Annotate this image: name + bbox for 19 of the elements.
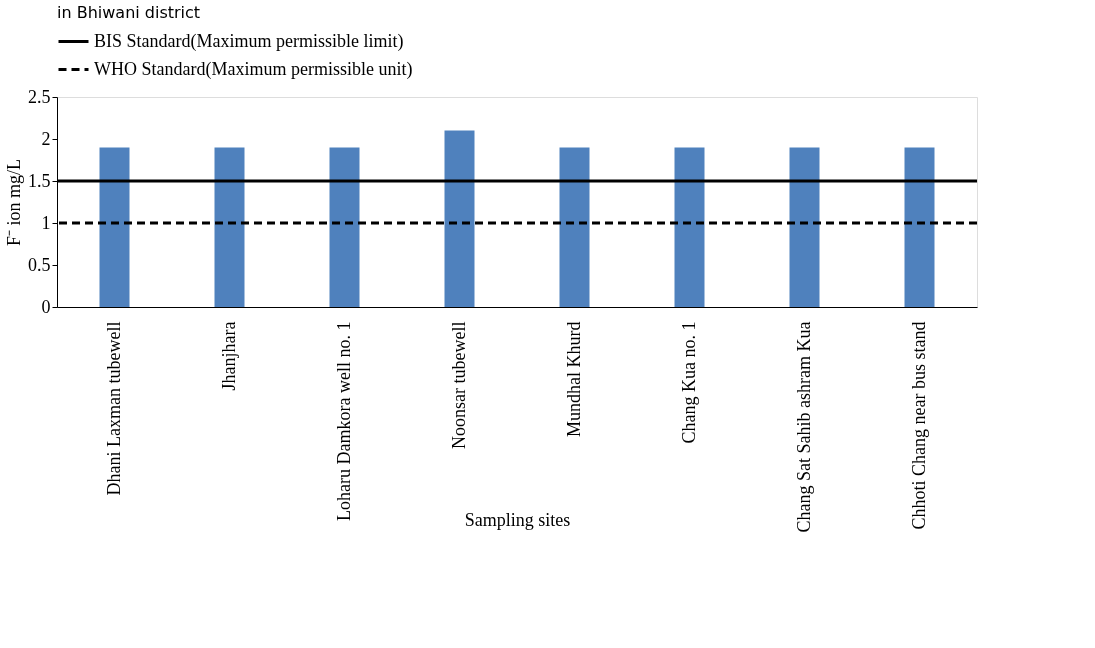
chart-title: in Bhiwani district — [57, 3, 201, 22]
y-tick-label: 1 — [41, 212, 51, 233]
x-tick-label: Jhanjhara — [218, 321, 239, 391]
legend-label: BIS Standard(Maximum permissible limit) — [94, 30, 404, 52]
y-tick-label: 1.5 — [28, 170, 51, 191]
y-axis-title: F⁻ ion mg/L — [4, 158, 24, 247]
x-tick-label: Chhoti Chang near bus stand — [908, 321, 929, 530]
y-tick-label: 2.5 — [28, 86, 51, 107]
y-tick-label: 0.5 — [28, 254, 51, 275]
x-tick-label: Loharu Damkora well no. 1 — [333, 321, 354, 521]
x-tick-label: Chang Kua no. 1 — [678, 321, 699, 444]
x-tick-label: Noonsar tubewell — [448, 321, 469, 449]
x-axis-title: Sampling sites — [464, 509, 571, 530]
x-tick-label: Dhani Laxman tubewell — [103, 321, 124, 496]
x-tick-label: Chang Sat Sahib ashram Kua — [793, 321, 814, 533]
x-tick-label: Mundhal Khurd — [563, 321, 584, 437]
y-tick-label: 0 — [41, 296, 51, 317]
legend-label: WHO Standard(Maximum permissible unit) — [94, 58, 413, 80]
y-tick-label: 2 — [41, 128, 51, 149]
